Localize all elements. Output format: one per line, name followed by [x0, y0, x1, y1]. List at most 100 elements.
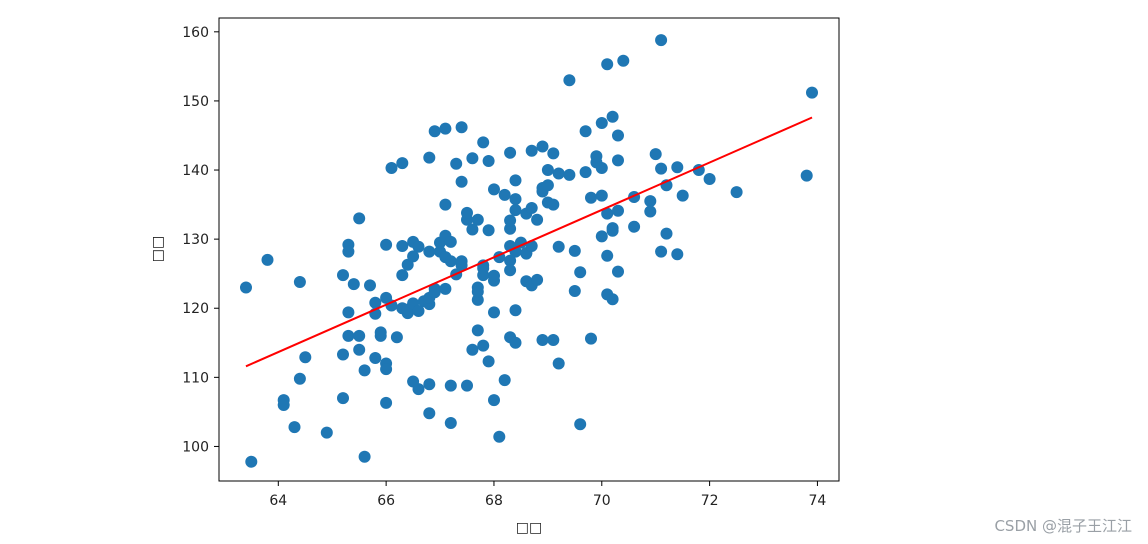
data-point	[606, 293, 619, 306]
x-tick-label: 68	[485, 493, 503, 509]
data-point	[498, 188, 511, 201]
data-point	[552, 240, 565, 253]
data-point	[466, 343, 479, 356]
data-point	[504, 146, 517, 159]
data-point	[585, 332, 597, 345]
data-point	[390, 331, 403, 344]
data-point	[552, 357, 565, 370]
data-point	[547, 334, 560, 346]
data-point	[525, 202, 538, 214]
data-point	[240, 281, 252, 294]
data-point	[595, 117, 608, 129]
data-point	[574, 266, 587, 279]
data-point	[461, 206, 473, 219]
data-points	[240, 34, 818, 468]
data-point	[412, 240, 425, 253]
data-point	[585, 191, 597, 204]
data-point	[337, 392, 349, 405]
data-point	[509, 193, 522, 206]
data-point	[649, 148, 662, 161]
plot-frame	[218, 17, 840, 482]
data-point	[595, 162, 608, 174]
x-tick-label: 64	[269, 493, 287, 509]
data-point	[293, 372, 306, 385]
data-point	[444, 417, 457, 429]
data-point	[595, 230, 608, 243]
data-point	[595, 189, 608, 202]
data-point	[353, 329, 366, 342]
data-point	[374, 326, 387, 339]
data-point	[568, 285, 581, 297]
data-point	[730, 186, 743, 199]
data-point	[444, 255, 457, 268]
data-point	[412, 305, 425, 317]
y-tick-label: 160	[182, 25, 209, 41]
data-point	[536, 140, 549, 153]
data-point	[504, 214, 517, 227]
data-point	[380, 238, 393, 251]
y-tick-label: 130	[182, 232, 209, 248]
data-point	[439, 198, 452, 211]
data-point	[504, 222, 517, 235]
data-point	[342, 245, 355, 258]
data-point	[364, 279, 376, 292]
data-point	[471, 293, 484, 306]
data-point	[439, 282, 452, 295]
data-point	[407, 250, 420, 263]
y-axis-ticks: 100 110 120 130 140 150 160	[182, 25, 219, 455]
data-point	[369, 296, 382, 309]
data-point	[617, 54, 630, 67]
data-point	[466, 152, 479, 165]
data-point	[482, 355, 495, 368]
data-point	[536, 334, 549, 346]
data-point	[423, 245, 436, 258]
data-point	[482, 155, 495, 167]
data-point	[590, 150, 603, 163]
data-point	[525, 144, 538, 157]
data-point	[655, 34, 668, 47]
data-point	[471, 324, 484, 337]
data-point	[396, 240, 409, 252]
data-point	[477, 262, 490, 275]
data-point	[380, 363, 393, 376]
data-point	[601, 58, 614, 71]
data-point	[471, 285, 484, 298]
y-tick-label: 100	[182, 439, 209, 455]
data-point	[612, 265, 624, 278]
data-point	[493, 430, 506, 443]
data-point	[423, 151, 436, 164]
data-point	[358, 450, 371, 463]
data-point	[444, 379, 457, 392]
data-point	[655, 162, 668, 175]
data-point	[612, 129, 624, 142]
data-point	[800, 169, 813, 182]
data-point	[396, 269, 409, 282]
data-point	[337, 348, 349, 361]
data-point	[509, 204, 522, 217]
data-point	[423, 378, 436, 391]
data-point	[488, 306, 500, 319]
data-point	[541, 179, 554, 192]
data-point	[498, 374, 511, 387]
data-point	[288, 421, 301, 434]
data-point	[509, 304, 522, 317]
data-point	[396, 157, 409, 170]
data-point	[488, 183, 500, 196]
data-point	[601, 249, 614, 262]
x-tick-label: 74	[809, 493, 827, 509]
data-point	[488, 269, 500, 282]
data-point	[514, 236, 527, 249]
data-point	[358, 364, 371, 377]
data-point	[552, 167, 565, 180]
data-point	[606, 110, 619, 123]
data-point	[660, 227, 673, 240]
data-point	[342, 329, 355, 342]
data-point	[385, 162, 398, 174]
data-point	[504, 264, 517, 277]
data-point	[504, 254, 517, 267]
data-point	[482, 224, 495, 237]
data-point	[509, 174, 522, 187]
data-point	[299, 351, 312, 364]
data-point	[547, 147, 560, 160]
data-point	[612, 204, 624, 217]
